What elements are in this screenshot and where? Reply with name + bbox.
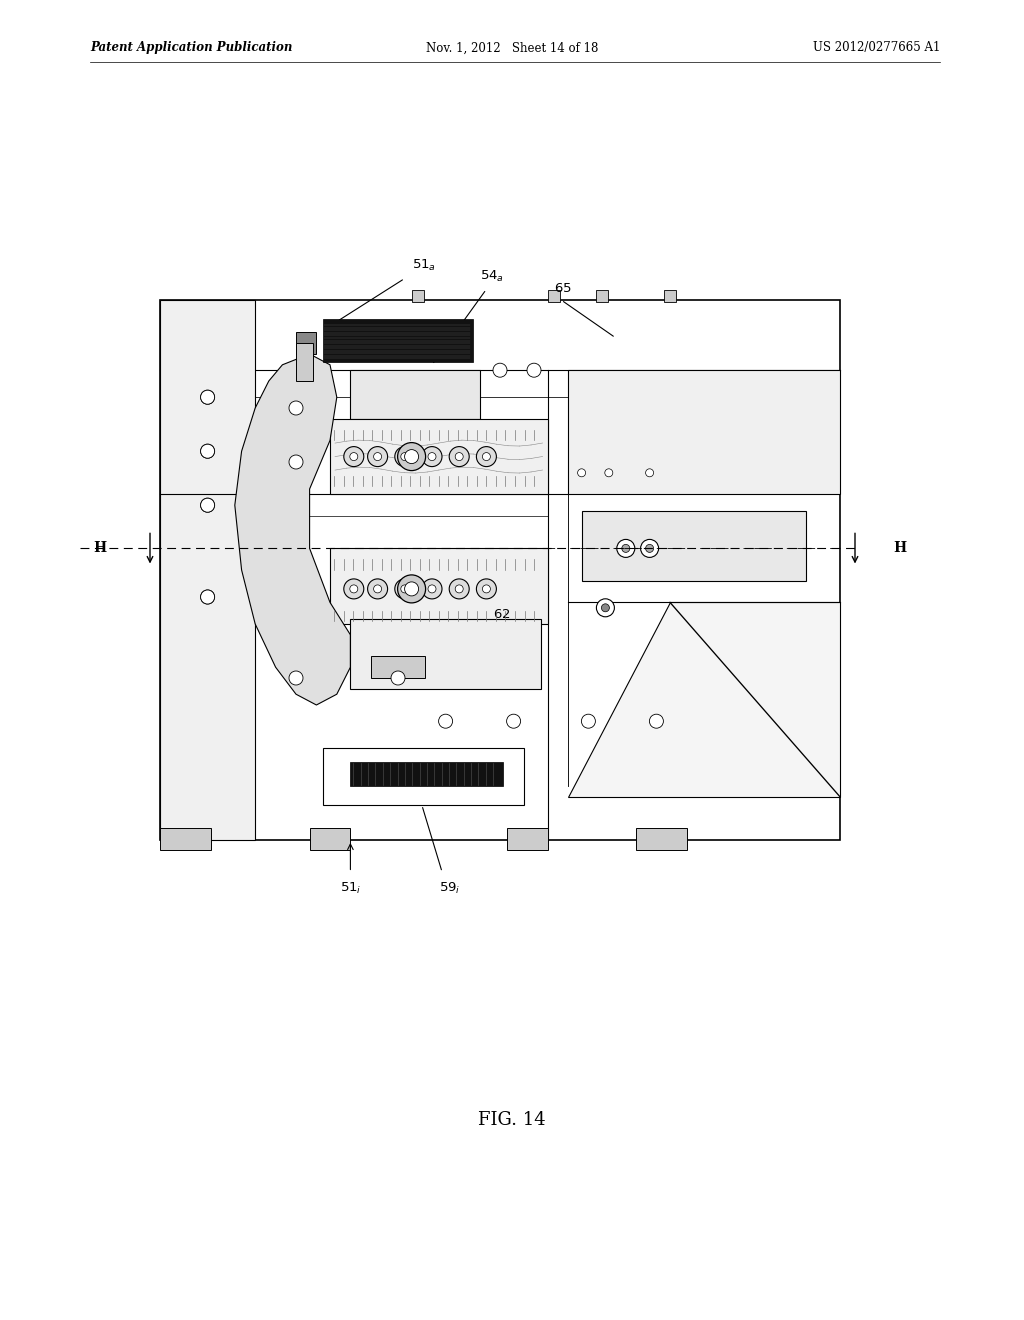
- Circle shape: [596, 599, 614, 616]
- Circle shape: [422, 579, 442, 599]
- Circle shape: [374, 585, 382, 593]
- Circle shape: [605, 469, 612, 477]
- Circle shape: [493, 363, 507, 378]
- Text: a: a: [647, 469, 652, 477]
- Circle shape: [368, 579, 388, 599]
- Bar: [413, 290, 424, 302]
- Text: FIG. 14: FIG. 14: [478, 1111, 546, 1129]
- Circle shape: [507, 714, 520, 729]
- Text: Patent Application Publication: Patent Application Publication: [90, 41, 293, 54]
- Circle shape: [450, 446, 469, 466]
- Text: H: H: [893, 541, 906, 556]
- Circle shape: [395, 579, 415, 599]
- Bar: [309, 828, 350, 850]
- Bar: [636, 828, 687, 850]
- Circle shape: [404, 450, 419, 463]
- Bar: [160, 300, 255, 840]
- Text: US 2012/0277665 A1: US 2012/0277665 A1: [813, 41, 940, 54]
- Circle shape: [289, 455, 303, 469]
- Circle shape: [645, 544, 653, 552]
- Circle shape: [645, 469, 653, 477]
- Bar: [350, 370, 479, 418]
- Circle shape: [289, 401, 303, 414]
- Circle shape: [201, 590, 215, 605]
- Circle shape: [289, 671, 303, 685]
- Bar: [582, 511, 806, 581]
- Text: H: H: [93, 541, 106, 556]
- Circle shape: [601, 603, 609, 611]
- Text: $59_i$: $59_i$: [439, 880, 461, 895]
- Circle shape: [641, 540, 658, 557]
- Bar: [371, 656, 425, 678]
- Circle shape: [428, 453, 436, 461]
- Circle shape: [450, 579, 469, 599]
- Circle shape: [476, 446, 497, 466]
- Circle shape: [344, 446, 364, 466]
- Circle shape: [201, 391, 215, 404]
- Circle shape: [344, 579, 364, 599]
- Circle shape: [578, 469, 586, 477]
- Bar: [596, 290, 608, 302]
- Circle shape: [456, 453, 463, 461]
- Circle shape: [404, 582, 419, 595]
- Bar: [160, 828, 211, 850]
- Circle shape: [422, 446, 442, 466]
- Text: $62$: $62$: [494, 607, 511, 620]
- Circle shape: [400, 453, 409, 461]
- Circle shape: [201, 498, 215, 512]
- Circle shape: [201, 590, 215, 605]
- Circle shape: [201, 498, 215, 512]
- Bar: [350, 619, 541, 689]
- Bar: [330, 418, 548, 495]
- Circle shape: [395, 446, 415, 466]
- Circle shape: [350, 453, 357, 461]
- Circle shape: [482, 453, 490, 461]
- Bar: [160, 300, 840, 840]
- Circle shape: [201, 391, 215, 404]
- Circle shape: [201, 445, 215, 458]
- Circle shape: [476, 579, 497, 599]
- Circle shape: [201, 445, 215, 458]
- Polygon shape: [568, 602, 840, 797]
- Bar: [324, 319, 473, 362]
- Text: Nov. 1, 2012   Sheet 14 of 18: Nov. 1, 2012 Sheet 14 of 18: [426, 41, 598, 54]
- Circle shape: [527, 363, 541, 378]
- Circle shape: [397, 576, 426, 603]
- Circle shape: [582, 714, 595, 729]
- Bar: [296, 343, 313, 381]
- Text: $51_i$: $51_i$: [340, 880, 361, 895]
- Bar: [549, 290, 560, 302]
- Bar: [350, 762, 504, 785]
- Bar: [296, 333, 316, 354]
- Polygon shape: [234, 354, 350, 705]
- Circle shape: [350, 585, 357, 593]
- Circle shape: [616, 540, 635, 557]
- Circle shape: [428, 585, 436, 593]
- Circle shape: [482, 585, 490, 593]
- Circle shape: [391, 671, 406, 685]
- Circle shape: [400, 585, 409, 593]
- Circle shape: [456, 585, 463, 593]
- Circle shape: [397, 442, 426, 471]
- Circle shape: [438, 714, 453, 729]
- Circle shape: [649, 714, 664, 729]
- Text: $51_a$: $51_a$: [412, 257, 435, 273]
- Text: $54_a$: $54_a$: [479, 269, 504, 284]
- Circle shape: [368, 446, 388, 466]
- Circle shape: [622, 544, 630, 552]
- Text: $65$: $65$: [554, 281, 572, 294]
- Bar: [664, 290, 676, 302]
- Bar: [507, 828, 548, 850]
- Bar: [568, 370, 840, 495]
- Circle shape: [374, 453, 382, 461]
- Bar: [324, 748, 524, 805]
- Bar: [330, 548, 548, 624]
